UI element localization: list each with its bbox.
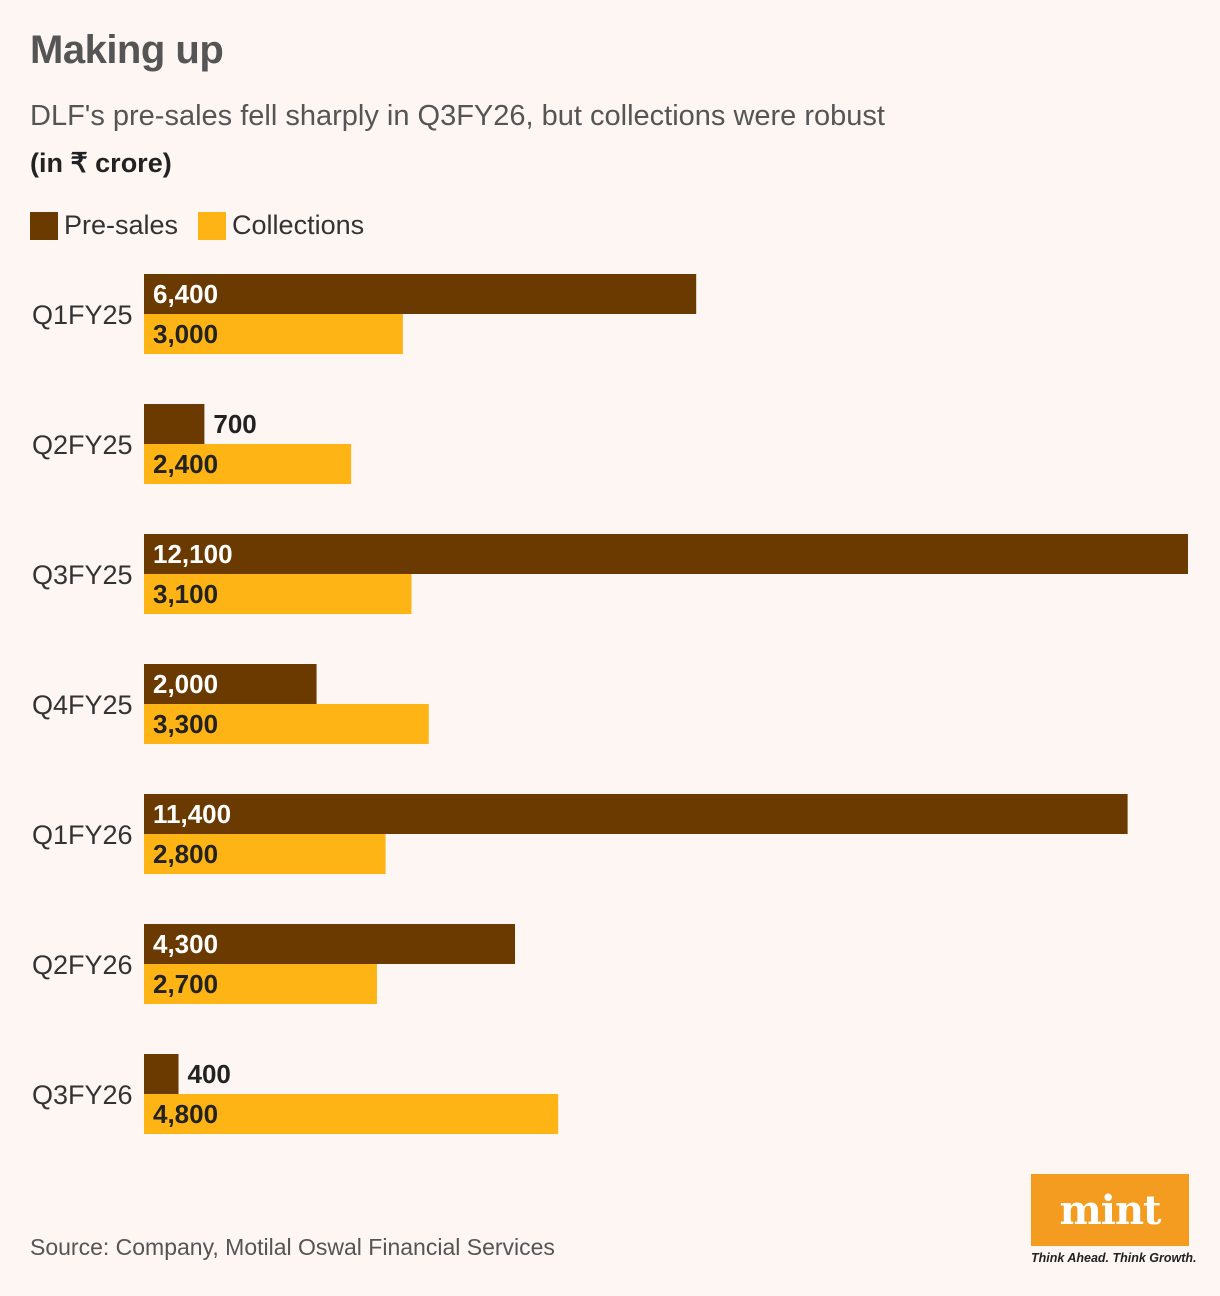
data-label: 700: [213, 409, 256, 439]
bar-collections: [144, 314, 403, 354]
legend-label-collections: Collections: [232, 210, 365, 240]
legend-swatch-presales: [30, 211, 58, 240]
data-label: 2,800: [153, 839, 218, 869]
legend-item-collections: Collections: [198, 210, 364, 241]
data-label: 12,100: [153, 539, 233, 569]
bar-presales: [144, 664, 317, 704]
bar-collections: [144, 444, 352, 484]
data-label: 2,000: [153, 669, 218, 699]
chart-title: Making up: [30, 28, 224, 72]
data-label: 4,300: [153, 929, 218, 959]
legend: Pre-sales Collections: [30, 210, 384, 241]
data-label: 11,400: [153, 799, 231, 829]
bar-collections: [144, 1094, 559, 1134]
data-label: 3,000: [153, 319, 218, 349]
category-label: Q3FY25: [32, 560, 133, 590]
data-label: 6,400: [153, 279, 218, 309]
legend-item-presales: Pre-sales: [30, 210, 178, 241]
bar-presales: [144, 1054, 179, 1094]
mint-tagline: Think Ahead. Think Growth.: [1031, 1251, 1197, 1265]
data-label: 4,800: [153, 1099, 218, 1129]
chart-subtitle: DLF's pre-sales fell sharply in Q3FY26, …: [30, 100, 885, 132]
bar-presales: [144, 534, 1188, 574]
bar-collections: [144, 834, 386, 874]
unit-label: (in ₹ crore): [30, 148, 172, 178]
category-label: Q2FY25: [32, 430, 133, 460]
data-label: 2,400: [153, 449, 218, 479]
bar-presales: [144, 924, 516, 964]
bar-presales: [144, 794, 1128, 834]
bar-presales: [144, 274, 697, 314]
legend-swatch-collections: [198, 211, 227, 240]
legend-label-presales: Pre-sales: [64, 210, 179, 240]
bar-collections: [144, 704, 429, 744]
bar-collections: [144, 574, 412, 614]
bar-presales: [144, 404, 205, 444]
category-label: Q3FY26: [32, 1080, 133, 1110]
category-label: Q4FY25: [32, 690, 133, 720]
category-label: Q1FY25: [32, 300, 133, 330]
category-label: Q1FY26: [32, 820, 133, 850]
data-label: 3,100: [153, 579, 218, 609]
data-label: 3,300: [153, 709, 218, 739]
mint-logo-text: mint: [1059, 1186, 1161, 1234]
bar-chart: Q1FY25 6,400 3,000 Q2FY25 700 2,400 Q3FY25 12,1…: [32, 274, 1188, 1134]
category-label: Q2FY26: [32, 950, 133, 980]
data-label: 2,700: [153, 969, 218, 999]
bar-collections: [144, 964, 377, 1004]
data-label: 400: [188, 1059, 231, 1089]
source-note: Source: Company, Motilal Oswal Financial…: [30, 1234, 555, 1260]
mint-logo: mint: [1031, 1174, 1189, 1246]
